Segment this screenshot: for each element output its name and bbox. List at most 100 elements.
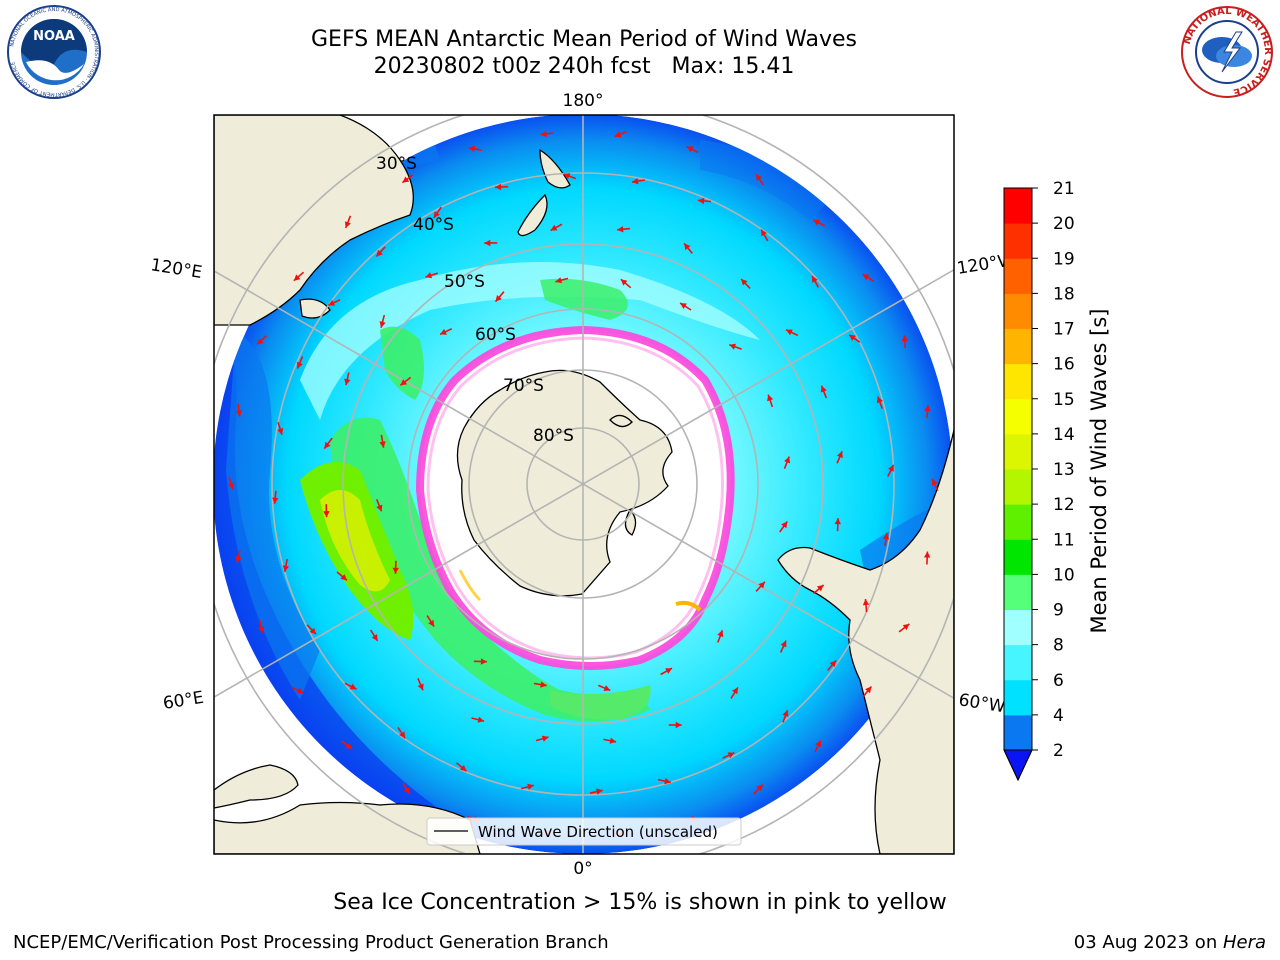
wave-direction-arrow-head [686, 146, 694, 153]
wave-direction-arrow-head [698, 197, 705, 205]
wave-direction-arrow-head [862, 599, 870, 606]
wave-direction-arrow-head [399, 731, 406, 739]
lon-label-180: 180° [563, 91, 604, 111]
colorbar-tick-label: 21 [1053, 179, 1075, 199]
lon-label-120e: 120°E [149, 255, 203, 283]
land [214, 115, 954, 854]
wave-direction-arrow-head [609, 737, 617, 744]
map-frame [213, 114, 955, 855]
wave-direction-arrow-head [540, 681, 547, 688]
colorbar-bin [1004, 609, 1032, 646]
wave-direction-arrow-head [901, 335, 909, 342]
graticule [214, 115, 954, 854]
wave-direction-arrow-head [293, 274, 301, 281]
wave-direction-arrow-head [902, 623, 910, 631]
colorbar-bin [1004, 469, 1032, 505]
wave-direction-arrow-head [379, 321, 386, 328]
wave-direction-arrow-head [780, 640, 787, 648]
wave-direction-arrow-head [729, 343, 736, 350]
colorbar-tick-label: 14 [1053, 425, 1075, 445]
lat-label-30s: 30°S [376, 154, 417, 174]
wave-direction-arrow-head [882, 533, 890, 540]
wave-direction-arrow-head [495, 295, 502, 302]
colorbar-bin [1004, 188, 1032, 224]
wave-direction-arrow-head [614, 131, 622, 138]
wave-direction-arrow-head [345, 742, 353, 749]
wave-direction-arrow-head [756, 784, 763, 792]
wave-direction-arrow-head [376, 504, 383, 512]
wave-direction-arrow-head [459, 764, 467, 772]
wave-direction-arrow-head [680, 303, 687, 309]
wave-direction-arrow-head [555, 277, 562, 284]
wave-direction-arrow-head [349, 683, 357, 690]
wind-wave-arrows [228, 130, 939, 838]
lon-label-0: 0° [573, 859, 592, 879]
map-legend-label: Wind Wave Direction (unscaled) [478, 823, 718, 841]
wave-direction-arrow-head [782, 710, 789, 717]
chart-title: GEFS MEAN Antarctic Mean Period of Wind … [311, 27, 857, 52]
sea-ice-note: Sea Ice Concentration > 15% is shown in … [333, 890, 947, 915]
wave-direction-arrow-head [376, 249, 383, 257]
wave-direction-arrow-head [563, 173, 571, 180]
colorbar-tick-label: 12 [1053, 495, 1075, 515]
colorbar-outline [1003, 187, 1033, 782]
lat-label-60s: 60°S [475, 325, 516, 345]
wave-direction-arrow-head [834, 518, 841, 525]
wave-direction-arrow-head [344, 378, 351, 386]
colorbar-bin [1004, 363, 1032, 400]
wave-direction-arrow-head [495, 183, 502, 191]
wave-direction-arrow-head [675, 721, 682, 729]
wave-direction-arrow-head [684, 243, 691, 251]
wave-direction-arrow-head [235, 556, 242, 563]
wave-direction-arrow-head [371, 634, 378, 641]
colorbar-bin [1004, 223, 1032, 259]
wave-direction-arrow-head [282, 565, 289, 572]
generation-date-text: 03 Aug 2023 on [1073, 932, 1223, 953]
wave-direction-arrow-head [664, 778, 671, 785]
wave-direction-arrow-head [433, 211, 440, 218]
wave-direction-arrow-head [761, 229, 767, 237]
wave-direction-arrow-head [480, 658, 487, 665]
colorbar-bin [1004, 328, 1032, 365]
wave-direction-arrow-head [235, 410, 243, 417]
colorbar-tick-label: 19 [1053, 249, 1075, 269]
wave-direction-arrow-head [228, 482, 235, 490]
wave-direction-arrow-head [425, 272, 433, 279]
colorbar-tick-label: 20 [1053, 214, 1075, 234]
noaa-logo: NOAA NATIONAL OCEANIC AND ATMOSPHERIC AD… [7, 5, 101, 99]
colorbar-tick-label: 13 [1053, 460, 1075, 480]
lat-label-80s: 80°S [533, 426, 574, 446]
wave-direction-arrow-head [392, 567, 399, 574]
colorbar-extend-arrow [1003, 749, 1033, 782]
wave-direction-arrow-head [620, 279, 628, 286]
lat-label-50s: 50°S [444, 272, 485, 292]
colorbar-tick-label: 2 [1053, 741, 1064, 761]
colorbar-tick-label: 17 [1053, 320, 1075, 340]
nws-logo: NATIONAL WEATHER SERVICE [1181, 6, 1273, 98]
wave-direction-arrow-head [862, 274, 870, 281]
wave-direction-arrow-head [815, 740, 821, 748]
wave-direction-arrow-head [888, 464, 894, 472]
wave-direction-arrow-head [931, 478, 938, 486]
host-name: Hera [1222, 932, 1266, 953]
wave-direction-arrow-head [786, 329, 793, 336]
wave-direction-arrow-head [829, 660, 837, 668]
lat-label-40s: 40°S [413, 215, 454, 235]
wave-direction-arrow-head [468, 145, 476, 152]
wave-direction-arrow-head [632, 178, 639, 185]
wave-direction-arrow-head [784, 456, 791, 464]
wave-direction-arrow-head [402, 176, 410, 183]
wave-direction-arrow-head [296, 687, 304, 694]
wave-direction-arrow-head [324, 441, 331, 449]
wave-direction-arrow-head [717, 630, 724, 638]
colorbar: 2 4 6 8 9 10 11 12 13 14 15 16 17 18 19 20 21 [1003, 179, 1075, 782]
colorbar-tick-label: 6 [1053, 671, 1064, 691]
chart-subtitle: 20230802 t00z 240h fcst Max: 15.41 [373, 54, 795, 79]
colorbar-bin [1004, 433, 1032, 470]
wave-direction-arrow-head [849, 334, 856, 341]
wave-direction-arrow-head [277, 428, 284, 435]
wave-direction-arrow-head [323, 511, 330, 518]
colorbar-tick-label: 8 [1053, 636, 1064, 656]
wave-direction-arrow-head [477, 716, 485, 723]
colorbar-bin [1004, 679, 1032, 716]
